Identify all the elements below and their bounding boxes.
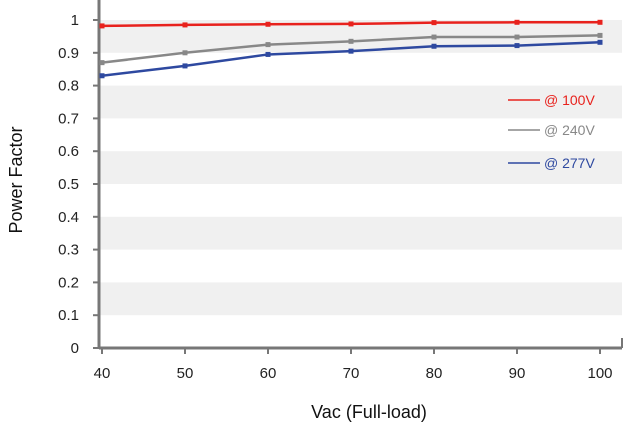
y-tick-label: 0 xyxy=(71,340,79,357)
grid-band xyxy=(99,216,622,250)
x-tick-label: 80 xyxy=(426,365,443,382)
y-tick-label: 0.5 xyxy=(58,176,79,193)
data-point xyxy=(431,34,437,40)
data-point xyxy=(99,73,105,79)
x-tick-label: 50 xyxy=(177,365,194,382)
data-point xyxy=(431,20,437,26)
y-tick-label: 0.9 xyxy=(58,45,79,62)
y-tick-label: 1 xyxy=(71,12,79,29)
y-tick-label: 0.2 xyxy=(58,274,79,291)
data-point xyxy=(182,63,188,69)
y-tick-label: 0.6 xyxy=(58,143,79,160)
y-tick-labels: 0 0.1 0.2 0.3 0.4 0.5 0.6 0.7 0.8 0.9 1 xyxy=(58,12,79,357)
legend-label: @ 240V xyxy=(544,122,595,138)
data-point xyxy=(265,21,271,27)
data-point xyxy=(514,43,520,49)
y-tick-label: 0.4 xyxy=(58,209,79,226)
x-tick-label: 70 xyxy=(343,365,360,382)
x-tick-label: 100 xyxy=(587,365,612,382)
x-tick-labels: 40 50 60 70 80 90 100 xyxy=(94,365,613,382)
data-point xyxy=(514,34,520,40)
data-point xyxy=(182,22,188,28)
grid-band xyxy=(99,282,622,316)
data-point xyxy=(348,48,354,54)
data-point xyxy=(597,39,603,45)
y-axis-title: Power Factor xyxy=(6,126,26,233)
x-tick-label: 90 xyxy=(509,365,526,382)
data-point xyxy=(182,50,188,56)
data-point xyxy=(514,19,520,25)
data-point xyxy=(265,42,271,48)
data-point xyxy=(99,23,105,29)
legend: @ 100V @ 240V @ 277V xyxy=(508,92,595,171)
data-point xyxy=(99,60,105,66)
grid-bands xyxy=(99,20,622,316)
data-point xyxy=(265,51,271,57)
x-tick-label: 40 xyxy=(94,365,111,382)
legend-label: @ 100V xyxy=(544,92,595,108)
axes xyxy=(93,0,623,354)
x-axis-title: Vac (Full-load) xyxy=(311,402,427,422)
y-tick-label: 0.1 xyxy=(58,307,79,324)
grid-band xyxy=(99,151,622,184)
y-tick-label: 0.8 xyxy=(58,78,79,95)
x-tick-label: 60 xyxy=(260,365,277,382)
grid-band xyxy=(99,85,622,119)
series-lines xyxy=(99,19,603,79)
y-tick-label: 0.7 xyxy=(58,110,79,127)
data-point xyxy=(348,21,354,27)
data-point xyxy=(431,43,437,49)
y-tick-label: 0.3 xyxy=(58,242,79,259)
data-point xyxy=(348,38,354,44)
data-point xyxy=(597,19,603,25)
data-point xyxy=(597,32,603,38)
legend-label: @ 277V xyxy=(544,155,595,171)
